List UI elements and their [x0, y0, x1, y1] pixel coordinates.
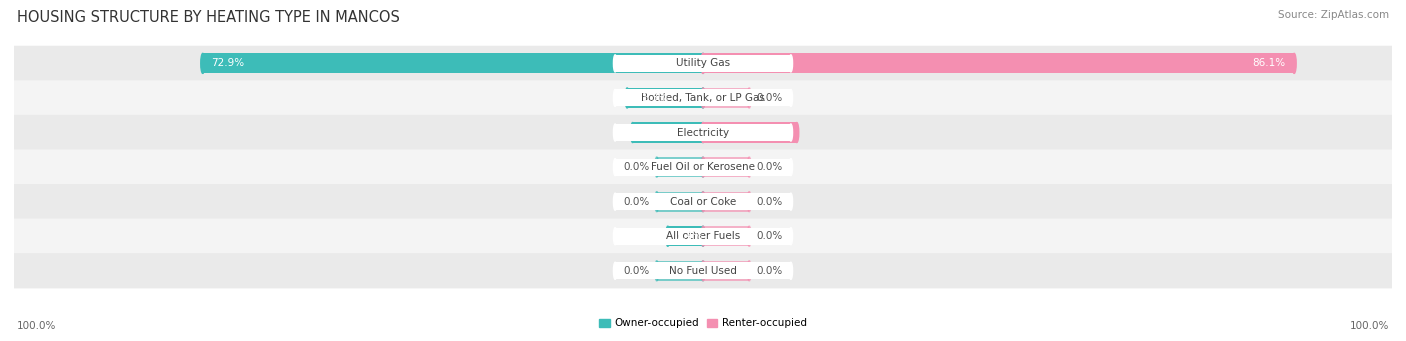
Circle shape	[702, 53, 704, 73]
Circle shape	[613, 262, 617, 279]
Text: 13.9%: 13.9%	[755, 128, 789, 137]
FancyBboxPatch shape	[627, 88, 703, 108]
Circle shape	[702, 88, 704, 108]
Circle shape	[747, 261, 751, 281]
Circle shape	[702, 157, 704, 177]
FancyBboxPatch shape	[657, 261, 703, 281]
Circle shape	[666, 226, 669, 246]
FancyBboxPatch shape	[703, 88, 749, 108]
FancyBboxPatch shape	[657, 157, 703, 177]
Circle shape	[613, 159, 617, 176]
FancyBboxPatch shape	[616, 193, 790, 210]
Text: All other Fuels: All other Fuels	[666, 231, 740, 241]
Circle shape	[201, 53, 205, 73]
Circle shape	[626, 88, 628, 108]
Text: 0.0%: 0.0%	[756, 231, 783, 241]
Text: 86.1%: 86.1%	[1253, 58, 1286, 69]
Circle shape	[613, 55, 617, 72]
Circle shape	[794, 122, 799, 143]
FancyBboxPatch shape	[703, 192, 749, 212]
Text: HOUSING STRUCTURE BY HEATING TYPE IN MANCOS: HOUSING STRUCTURE BY HEATING TYPE IN MAN…	[17, 10, 399, 25]
Circle shape	[655, 157, 659, 177]
FancyBboxPatch shape	[0, 80, 1406, 116]
Circle shape	[702, 192, 704, 212]
FancyBboxPatch shape	[616, 124, 790, 141]
Text: 10.5%: 10.5%	[641, 128, 673, 137]
FancyBboxPatch shape	[616, 55, 790, 72]
Circle shape	[747, 157, 751, 177]
Text: No Fuel Used: No Fuel Used	[669, 266, 737, 276]
Circle shape	[702, 122, 704, 143]
Legend: Owner-occupied, Renter-occupied: Owner-occupied, Renter-occupied	[595, 314, 811, 332]
Text: Utility Gas: Utility Gas	[676, 58, 730, 69]
Circle shape	[789, 55, 793, 72]
Text: Fuel Oil or Kerosene: Fuel Oil or Kerosene	[651, 162, 755, 172]
Circle shape	[789, 124, 793, 141]
Circle shape	[702, 53, 704, 73]
Text: 0.0%: 0.0%	[623, 162, 650, 172]
Text: 0.0%: 0.0%	[756, 162, 783, 172]
Circle shape	[702, 226, 704, 246]
FancyBboxPatch shape	[657, 192, 703, 212]
Circle shape	[747, 192, 751, 212]
Text: 72.9%: 72.9%	[211, 58, 245, 69]
FancyBboxPatch shape	[0, 149, 1406, 185]
Circle shape	[702, 261, 704, 281]
FancyBboxPatch shape	[703, 157, 749, 177]
Circle shape	[789, 89, 793, 106]
Text: 0.0%: 0.0%	[623, 197, 650, 207]
Text: Source: ZipAtlas.com: Source: ZipAtlas.com	[1278, 10, 1389, 20]
FancyBboxPatch shape	[668, 226, 703, 246]
FancyBboxPatch shape	[703, 122, 797, 143]
FancyBboxPatch shape	[703, 261, 749, 281]
FancyBboxPatch shape	[0, 219, 1406, 254]
FancyBboxPatch shape	[633, 122, 703, 143]
FancyBboxPatch shape	[0, 253, 1406, 288]
Circle shape	[702, 261, 704, 281]
Text: 0.0%: 0.0%	[756, 197, 783, 207]
FancyBboxPatch shape	[202, 53, 703, 73]
Text: 5.4%: 5.4%	[676, 231, 703, 241]
Text: 0.0%: 0.0%	[623, 266, 650, 276]
FancyBboxPatch shape	[703, 226, 749, 246]
Text: 100.0%: 100.0%	[17, 321, 56, 331]
Circle shape	[702, 122, 704, 143]
FancyBboxPatch shape	[616, 159, 790, 176]
Circle shape	[702, 226, 704, 246]
Circle shape	[655, 192, 659, 212]
Circle shape	[631, 122, 634, 143]
Circle shape	[747, 88, 751, 108]
Circle shape	[702, 192, 704, 212]
Circle shape	[789, 159, 793, 176]
FancyBboxPatch shape	[616, 262, 790, 279]
Circle shape	[613, 193, 617, 210]
Circle shape	[789, 262, 793, 279]
Circle shape	[655, 261, 659, 281]
FancyBboxPatch shape	[0, 46, 1406, 81]
FancyBboxPatch shape	[616, 89, 790, 106]
FancyBboxPatch shape	[703, 53, 1294, 73]
Circle shape	[702, 157, 704, 177]
FancyBboxPatch shape	[616, 228, 790, 245]
Circle shape	[702, 88, 704, 108]
Text: Electricity: Electricity	[676, 128, 730, 137]
Circle shape	[789, 228, 793, 245]
FancyBboxPatch shape	[0, 184, 1406, 219]
Circle shape	[789, 193, 793, 210]
Text: 100.0%: 100.0%	[1350, 321, 1389, 331]
Text: Coal or Coke: Coal or Coke	[669, 197, 737, 207]
Circle shape	[613, 124, 617, 141]
FancyBboxPatch shape	[0, 115, 1406, 150]
Circle shape	[613, 228, 617, 245]
Text: 0.0%: 0.0%	[756, 266, 783, 276]
Circle shape	[613, 89, 617, 106]
Text: Bottled, Tank, or LP Gas: Bottled, Tank, or LP Gas	[641, 93, 765, 103]
Text: 11.3%: 11.3%	[636, 93, 669, 103]
Circle shape	[1292, 53, 1296, 73]
Circle shape	[747, 226, 751, 246]
Text: 0.0%: 0.0%	[756, 93, 783, 103]
